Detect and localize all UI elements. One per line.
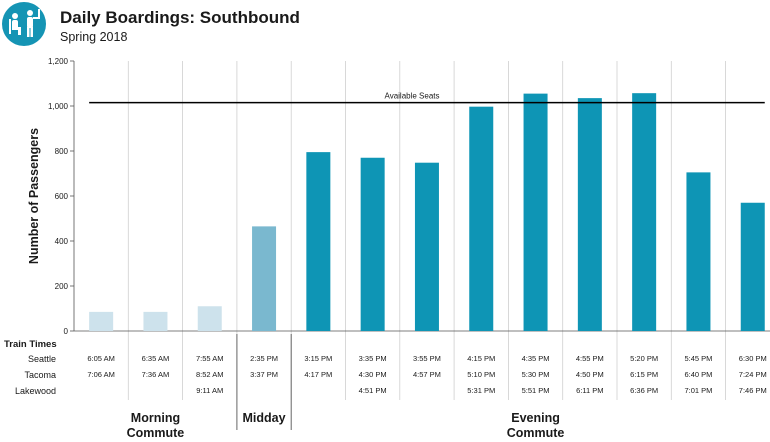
train-time: 3:35 PM <box>359 354 387 363</box>
train-times-table: Train Times Seattle 6:05 AM 6:35 AM 7:55 AM 2… <box>4 339 767 396</box>
y-tick-label: 1,000 <box>48 102 69 111</box>
bar-morning <box>197 306 222 331</box>
train-time: 5:20 PM <box>630 354 658 363</box>
bar-morning <box>143 311 168 331</box>
bar-evening <box>577 98 602 331</box>
train-time: 5:30 PM <box>522 370 550 379</box>
bar-evening <box>740 202 765 331</box>
train-time: 7:01 PM <box>684 386 712 395</box>
train-time: 4:17 PM <box>304 370 332 379</box>
train-time: 4:51 PM <box>359 386 387 395</box>
bar-evening <box>306 152 331 331</box>
group-label-morning: Commute <box>127 426 185 440</box>
train-time: 5:51 PM <box>522 386 550 395</box>
bar-evening <box>686 172 711 331</box>
train-time: 4:57 PM <box>413 370 441 379</box>
transit-passengers-icon <box>2 2 46 46</box>
station-label: Lakewood <box>15 386 56 396</box>
train-time: 7:46 PM <box>739 386 767 395</box>
train-time: 6:40 PM <box>684 370 712 379</box>
bar-evening <box>414 162 439 331</box>
train-time: 6:35 AM <box>142 354 170 363</box>
train-time: 7:06 AM <box>87 370 115 379</box>
train-time: 9:11 AM <box>196 386 223 395</box>
train-time: 4:35 PM <box>522 354 550 363</box>
bar-midday <box>252 226 277 331</box>
chart-subtitle: Spring 2018 <box>60 30 128 44</box>
y-tick-label: 0 <box>64 327 69 336</box>
y-tick-label: 800 <box>55 147 69 156</box>
train-time: 6:11 PM <box>576 386 603 395</box>
y-tick-label: 400 <box>55 237 69 246</box>
train-times-header: Train Times <box>4 339 57 350</box>
train-time: 4:55 PM <box>576 354 604 363</box>
train-time: 6:05 AM <box>87 354 115 363</box>
train-time: 7:55 AM <box>196 354 224 363</box>
bar-morning <box>89 311 114 331</box>
train-time: 6:30 PM <box>739 354 767 363</box>
bars <box>89 93 765 331</box>
train-time: 4:15 PM <box>467 354 495 363</box>
y-tick-label: 1,200 <box>48 57 69 66</box>
group-label-evening: Evening <box>511 411 560 425</box>
bar-evening <box>632 93 657 331</box>
y-tick-label: 600 <box>55 192 69 201</box>
train-time: 2:35 PM <box>250 354 278 363</box>
y-axis-ticks: 0 200 400 600 800 1,000 1,200 <box>48 57 770 400</box>
station-label: Tacoma <box>24 370 56 380</box>
train-time: 5:45 PM <box>684 354 712 363</box>
train-time: 5:31 PM <box>467 386 495 395</box>
bar-evening <box>360 157 385 331</box>
available-seats-reference: Available Seats <box>89 92 765 104</box>
train-time: 3:15 PM <box>304 354 332 363</box>
train-time: 7:36 AM <box>142 370 170 379</box>
chart-title: Daily Boardings: Southbound <box>60 8 300 27</box>
train-time: 3:37 PM <box>250 370 278 379</box>
train-time: 4:30 PM <box>359 370 387 379</box>
train-time: 5:10 PM <box>467 370 495 379</box>
train-time: 6:36 PM <box>630 386 658 395</box>
bar-evening <box>523 93 548 331</box>
train-time: 3:55 PM <box>413 354 441 363</box>
group-label-morning: Morning <box>131 411 180 425</box>
station-label: Seattle <box>28 354 56 364</box>
y-tick-label: 200 <box>55 282 69 291</box>
train-time: 6:15 PM <box>630 370 658 379</box>
train-time: 8:52 AM <box>196 370 224 379</box>
train-time: 4:50 PM <box>576 370 604 379</box>
bar-evening <box>469 106 494 331</box>
available-seats-label: Available Seats <box>385 92 440 101</box>
group-label-midday: Midday <box>243 411 286 425</box>
train-time: 7:24 PM <box>739 370 767 379</box>
group-label-evening: Commute <box>507 426 565 440</box>
